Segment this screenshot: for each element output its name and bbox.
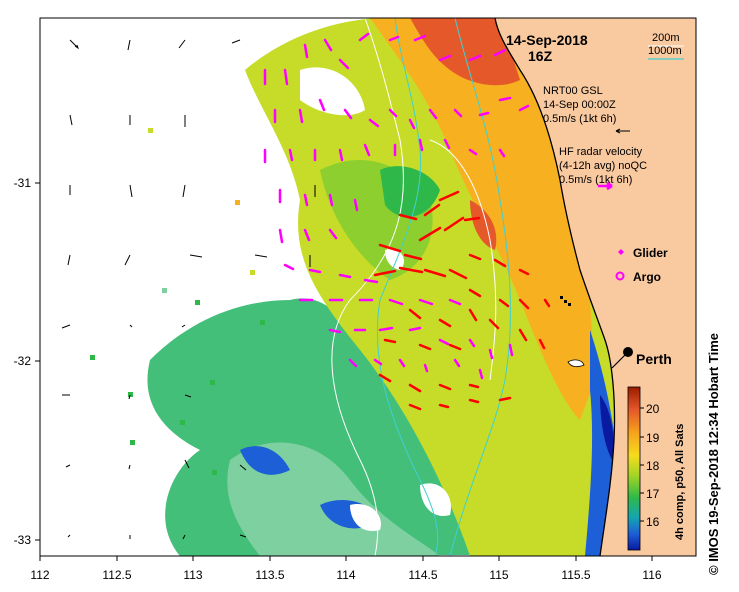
- bathymetry-contours: [331, 18, 511, 556]
- colorbar-tick-16: 16: [646, 515, 660, 529]
- lon-tick-112: 112: [30, 568, 49, 582]
- colorbar-tick-17: 17: [646, 487, 660, 501]
- depth-legend-1000m: 1000m: [648, 45, 682, 57]
- lat-tick-minus31: -31: [14, 176, 32, 190]
- argo-label: Argo: [633, 270, 661, 284]
- lon-tick-113: 113: [183, 568, 202, 582]
- title-date: 14-Sep-2018: [506, 32, 588, 48]
- perth-pointer: [611, 351, 629, 369]
- sst-field: [147, 18, 620, 556]
- radar-scale-arrow: [598, 181, 613, 191]
- model-current-arrows: [61, 39, 316, 540]
- lon-tick-115: 115: [489, 568, 508, 582]
- perth-label: Perth: [636, 351, 672, 367]
- depth-legend-200m: 200m: [652, 32, 680, 44]
- argo-symbol: [615, 271, 625, 281]
- radar-scale: 0.5m/s (1kt 6h): [559, 174, 632, 186]
- plot-frame: [39, 17, 697, 557]
- strong-current-arrows: [373, 190, 551, 411]
- glider-symbol: [618, 249, 624, 255]
- lon-tick-115-5: 115.5: [561, 568, 590, 582]
- land-mass: [495, 18, 696, 556]
- lon-tick-114-5: 114.5: [408, 568, 437, 582]
- colorbar-tick-19: 19: [646, 431, 660, 445]
- colorbar-tick-20: 20: [646, 402, 660, 416]
- rottnest-island: [567, 359, 585, 368]
- colorbar-ticks: [640, 407, 644, 522]
- lat-tick-minus33: -33: [14, 533, 32, 547]
- glider-label: Glider: [633, 246, 668, 260]
- lon-tick-marks: [39, 556, 653, 561]
- lat-tick-marks: [35, 182, 40, 541]
- model-scale: 0.5m/s (1kt 6h): [543, 113, 616, 125]
- credit-text: © IMOS 19-Sep-2018 12:34 Hobart Time: [706, 333, 721, 575]
- glider-track: [560, 296, 571, 306]
- radar-avg: (4-12h avg) noQC: [559, 160, 647, 172]
- sst-scatter: [90, 128, 265, 475]
- lon-tick-112-5: 112.5: [102, 568, 131, 582]
- model-title: NRT00 GSL: [543, 85, 603, 97]
- colorbar-tick-18: 18: [646, 459, 660, 473]
- lat-tick-minus32: -32: [14, 354, 32, 368]
- model-date: 14-Sep 00:00Z: [543, 99, 616, 111]
- lon-tick-113-5: 113.5: [255, 568, 284, 582]
- coastline: [494, 18, 616, 556]
- title-time: 16Z: [528, 48, 553, 64]
- radar-current-arrows: [263, 32, 530, 380]
- model-scale-arrow: [615, 128, 630, 134]
- colorbar-caption: 4h comp, p50, All Sats: [674, 424, 686, 540]
- radar-title: HF radar velocity: [559, 146, 643, 158]
- lon-tick-116: 116: [642, 568, 661, 582]
- lon-tick-114: 114: [336, 568, 355, 582]
- colorbar: [627, 386, 641, 551]
